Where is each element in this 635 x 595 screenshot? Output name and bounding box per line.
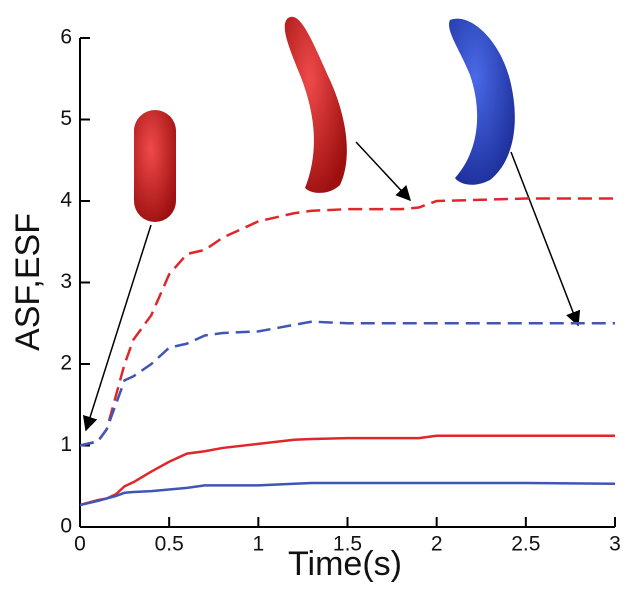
y-tick-label: 4 xyxy=(60,189,72,212)
red-bent-shape xyxy=(284,16,347,193)
x-tick-label: 2.5 xyxy=(511,533,540,556)
x-tick-label: 0.5 xyxy=(155,533,184,556)
x-tick-label: 3 xyxy=(609,533,621,556)
y-tick-label: 6 xyxy=(60,26,72,49)
capsule-shape xyxy=(134,110,176,222)
series-line xyxy=(79,481,616,507)
series-line xyxy=(79,434,615,507)
blue-bent-shape xyxy=(449,18,515,185)
x-tick-label: 1 xyxy=(252,533,264,556)
y-tick-label: 0 xyxy=(60,515,72,538)
x-tick-label: 0 xyxy=(74,533,86,556)
x-axis-title: Time(s) xyxy=(288,545,402,583)
arrow xyxy=(355,141,412,202)
y-tick-label: 5 xyxy=(60,107,72,130)
series-line xyxy=(79,320,615,447)
arrow xyxy=(82,224,152,432)
y-tick-label: 1 xyxy=(60,433,72,456)
y-tick-label: 2 xyxy=(60,352,72,375)
series-line xyxy=(79,197,615,447)
y-axis-title: ASF,ESF xyxy=(9,213,47,351)
y-tick-label: 3 xyxy=(60,270,72,293)
x-tick-label: 1.5 xyxy=(333,533,362,556)
x-tick-label: 2 xyxy=(431,533,443,556)
arrow xyxy=(510,151,581,327)
